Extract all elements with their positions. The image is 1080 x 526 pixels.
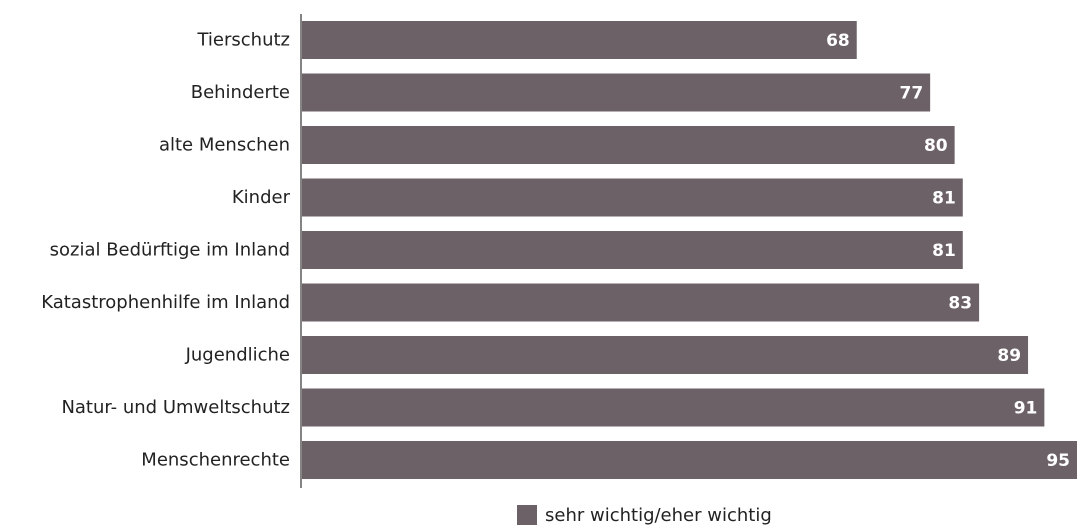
- value-label: 83: [948, 294, 972, 314]
- value-label: 81: [932, 189, 956, 209]
- category-label: Kinder: [232, 187, 291, 208]
- value-label: 80: [924, 136, 948, 156]
- bar: [302, 231, 963, 269]
- legend: sehr wichtig/eher wichtig: [517, 504, 772, 526]
- bar: [302, 126, 955, 164]
- bars-group: Tierschutz 68 Behinderte 77 alte Menschen 80 K…: [41, 21, 1077, 479]
- bar: [302, 441, 1077, 479]
- category-label: Natur- und Umweltschutz: [61, 397, 290, 418]
- value-label: 95: [1046, 451, 1070, 471]
- category-label: alte Menschen: [159, 135, 290, 156]
- legend-label: sehr wichtig/eher wichtig: [545, 504, 772, 526]
- value-label: 89: [997, 346, 1021, 366]
- value-label: 77: [899, 84, 923, 104]
- bar: [302, 283, 980, 322]
- bar: [302, 388, 1045, 427]
- legend-swatch: [517, 505, 537, 525]
- bar: [302, 73, 931, 112]
- category-label: Jugendliche: [185, 345, 290, 366]
- category-label: Katastrophenhilfe im Inland: [41, 292, 290, 313]
- bar: [302, 178, 963, 217]
- bar: [302, 21, 857, 59]
- category-label: Menschenrechte: [141, 450, 290, 471]
- category-label: Behinderte: [191, 82, 290, 103]
- bar: [302, 336, 1029, 374]
- category-label: sozial Bedürftige im Inland: [50, 240, 290, 261]
- category-label: Tierschutz: [196, 30, 290, 51]
- value-label: 68: [826, 31, 850, 51]
- value-label: 81: [932, 241, 956, 261]
- value-label: 91: [1014, 399, 1038, 419]
